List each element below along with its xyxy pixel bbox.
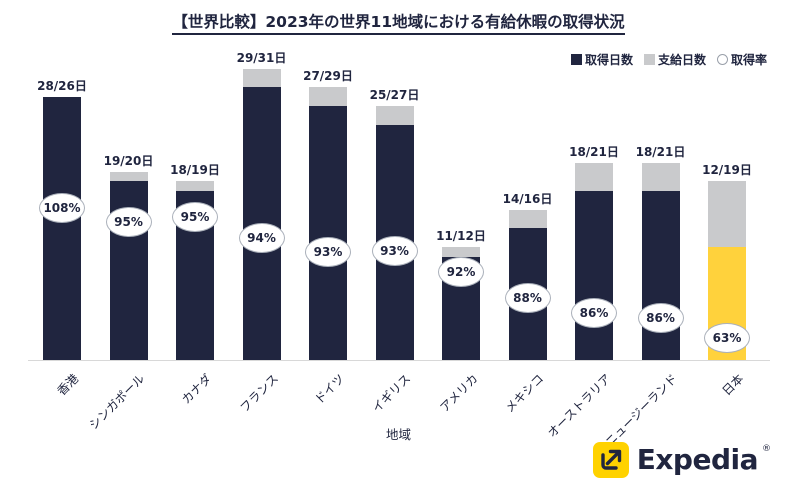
legend-item-taken: 取得日数	[570, 51, 633, 68]
bar-segment-given	[109, 172, 148, 182]
bar-value-label: 18/21日	[635, 144, 686, 159]
bar-value-label: 11/12日	[436, 229, 486, 244]
bar-value-label: 29/31日	[236, 50, 287, 65]
x-tick-label: 香港	[54, 371, 82, 399]
bar-value-label: 25/27日	[369, 88, 420, 103]
rate-bubble: 86%	[637, 303, 684, 333]
rate-bubble: 92%	[438, 257, 484, 287]
rate-bubble: 93%	[305, 237, 351, 267]
bar-value-label: 18/21日	[569, 144, 619, 159]
x-tick-label: メキシコ	[502, 371, 547, 416]
bar-segment-given	[242, 68, 281, 88]
legend-label-taken: 取得日数	[584, 53, 633, 67]
x-tick-label: ドイツ	[311, 371, 348, 407]
bar-segment-given	[176, 181, 214, 191]
chart-title: 【世界比較】2023年の世界11地域における有給休暇の取得状況	[0, 10, 797, 35]
x-tick-label: アメリカ	[436, 371, 481, 415]
bar-value-label: 14/16日	[502, 191, 553, 206]
bar-segment-given	[641, 162, 680, 191]
legend-swatch-given	[643, 54, 655, 65]
rate-bubble: 108%	[39, 193, 85, 223]
bar-segment-taken	[575, 190, 613, 360]
bar-segment-given	[375, 106, 414, 125]
rate-bubble: 86%	[571, 298, 617, 328]
bar-value-label: 28/26日	[37, 78, 87, 93]
registered-trademark-symbol: ®	[762, 444, 771, 454]
rate-bubble: 93%	[371, 236, 418, 266]
legend-item-given: 支給日数	[643, 51, 706, 68]
rate-bubble: 95%	[105, 207, 152, 237]
bar-segment-taken	[309, 106, 347, 360]
legend-swatch-taken	[570, 54, 582, 65]
bar-segment-given	[309, 87, 347, 107]
rate-bubble: 95%	[172, 202, 218, 232]
bar-segment-given	[442, 247, 480, 257]
rate-bubble: 63%	[704, 323, 750, 353]
bar-segment-taken	[641, 190, 680, 360]
bar-segment-taken	[43, 96, 81, 360]
chart-title-text: 【世界比較】2023年の世界11地域における有給休暇の取得状況	[172, 13, 625, 35]
bar-segment-given	[508, 209, 547, 229]
bar-value-label: 19/20日	[103, 154, 154, 168]
x-tick-label: 日本	[719, 371, 747, 399]
expedia-logo: Expedia ®	[592, 442, 771, 478]
bar-value-label: 27/29日	[303, 69, 353, 84]
expedia-logo-icon	[592, 442, 629, 478]
legend-label-rate: 取得率	[730, 53, 767, 67]
legend-item-rate: 取得率	[716, 51, 767, 68]
x-axis-title: 地域	[385, 427, 411, 442]
bar-segment-given	[575, 162, 613, 191]
rate-bubble: 88%	[504, 283, 551, 313]
legend: 取得日数 支給日数 取得率	[570, 51, 767, 68]
x-axis-line	[28, 360, 770, 361]
x-tick-label: カナダ	[178, 371, 215, 407]
legend-swatch-rate	[716, 54, 728, 65]
x-tick-label: フランス	[237, 371, 281, 416]
legend-label-given: 支給日数	[657, 53, 706, 67]
expedia-logo-text: Expedia	[636, 443, 759, 476]
bar-value-label: 18/19日	[170, 163, 220, 178]
rate-bubble: 94%	[238, 223, 285, 253]
bar-segment-given	[708, 181, 746, 248]
x-tick-label: イギリス	[369, 371, 414, 416]
bar-value-label: 12/19日	[702, 163, 752, 178]
